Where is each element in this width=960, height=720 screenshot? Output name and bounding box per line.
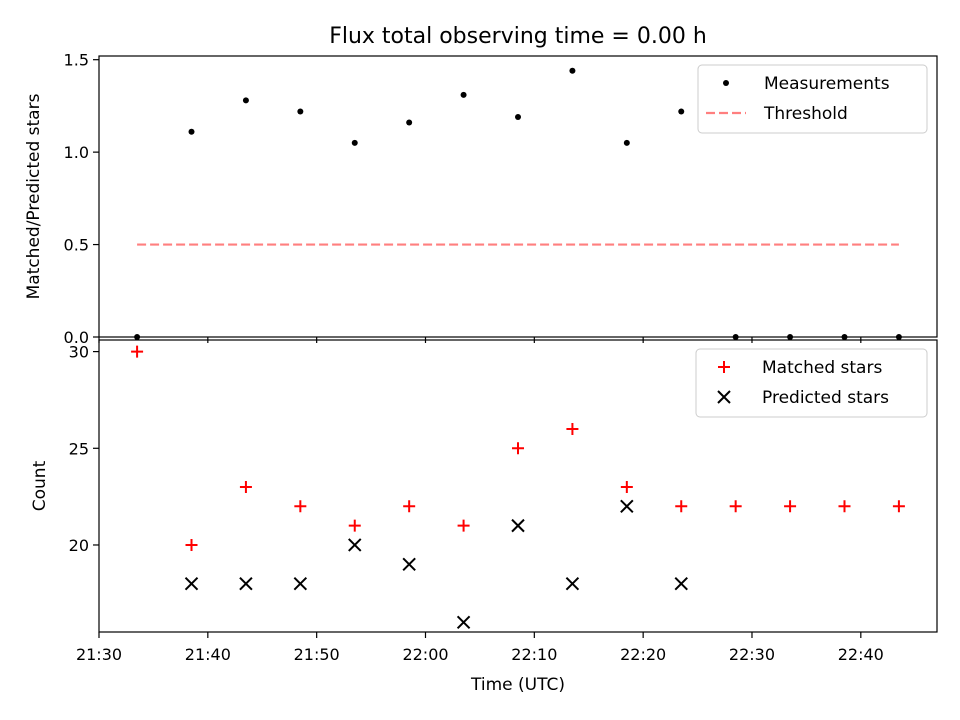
data-point <box>838 500 851 513</box>
data-point <box>675 500 688 513</box>
x-tick-label: 22:20 <box>620 645 666 664</box>
data-point <box>239 480 252 493</box>
x-tick-label: 22:00 <box>402 645 448 664</box>
x-tick-label: 22:30 <box>729 645 775 664</box>
ratio-subplot: 0.0 0.5 1.0 1.5 Matched/Predicted stars Measu… <box>24 51 938 347</box>
legend-box <box>697 64 928 134</box>
count-subplot: 20 25 30 21:30 21:40 21:50 22:00 22:10 22:20 22:3… <box>30 339 938 695</box>
x-axis-label: Time (UTC) <box>470 675 565 695</box>
data-point <box>674 576 688 591</box>
data-point <box>460 91 467 98</box>
data-point <box>184 576 199 591</box>
data-point <box>566 422 579 435</box>
data-point <box>620 480 633 493</box>
legend-box <box>695 348 928 418</box>
data-point <box>895 334 902 340</box>
legend: Matched stars Predicted stars <box>695 348 928 418</box>
legend-label: Threshold <box>763 104 848 124</box>
data-point <box>732 334 739 340</box>
data-point <box>348 519 361 532</box>
data-point <box>457 519 470 532</box>
data-point <box>294 500 307 513</box>
data-point <box>678 108 685 115</box>
data-point <box>569 67 576 74</box>
series-measurements <box>134 67 902 340</box>
data-point <box>348 538 362 552</box>
data-point <box>351 139 358 146</box>
data-point <box>515 114 521 121</box>
y-tick-label: 25 <box>69 439 89 458</box>
series-predicted-stars <box>184 499 688 630</box>
data-point <box>620 499 634 514</box>
data-point <box>892 500 905 513</box>
y-axis-label: Count <box>30 460 50 511</box>
data-point <box>185 538 198 551</box>
data-point <box>131 345 144 358</box>
figure-title: Flux total observing time = 0.00 h <box>329 24 707 49</box>
y-tick-label: 20 <box>69 536 89 555</box>
data-point <box>565 576 580 591</box>
data-point <box>297 108 304 115</box>
data-point <box>456 615 471 630</box>
data-point <box>841 334 848 340</box>
legend: Measurements Threshold <box>697 64 928 134</box>
data-point <box>134 334 141 340</box>
y-tick-label: 1.5 <box>64 51 89 70</box>
legend-label: Predicted stars <box>762 388 889 408</box>
data-point <box>406 119 413 126</box>
legend-label: Measurements <box>764 74 890 94</box>
y-tick-label: 0.5 <box>64 236 89 255</box>
x-tick-label: 22:40 <box>838 645 884 664</box>
y-tick-label: 1.0 <box>64 143 89 162</box>
data-point <box>239 576 253 591</box>
y-tick-label: 0.0 <box>64 328 89 347</box>
legend-label: Matched stars <box>762 358 882 378</box>
data-point <box>623 139 630 146</box>
data-point <box>402 557 416 572</box>
data-point <box>512 442 524 455</box>
data-point <box>188 128 195 135</box>
data-point <box>242 97 249 104</box>
y-tick-label: 30 <box>69 343 89 362</box>
axes-frame <box>98 339 938 633</box>
data-point <box>511 518 525 533</box>
data-point <box>784 500 797 513</box>
x-tick-label: 21:50 <box>294 645 340 664</box>
data-point <box>403 500 416 513</box>
legend-marker <box>723 80 729 86</box>
axes-frame <box>98 55 938 338</box>
x-tick-label: 22:10 <box>511 645 557 664</box>
legend-marker <box>718 361 730 373</box>
data-point <box>729 500 742 513</box>
x-tick-label: 21:40 <box>185 645 231 664</box>
data-point <box>787 334 794 340</box>
legend-marker <box>717 390 731 404</box>
data-point <box>293 576 308 591</box>
series-matched-stars <box>131 345 905 551</box>
x-tick-label: 21:30 <box>76 645 122 664</box>
y-axis-label: Matched/Predicted stars <box>24 93 44 299</box>
